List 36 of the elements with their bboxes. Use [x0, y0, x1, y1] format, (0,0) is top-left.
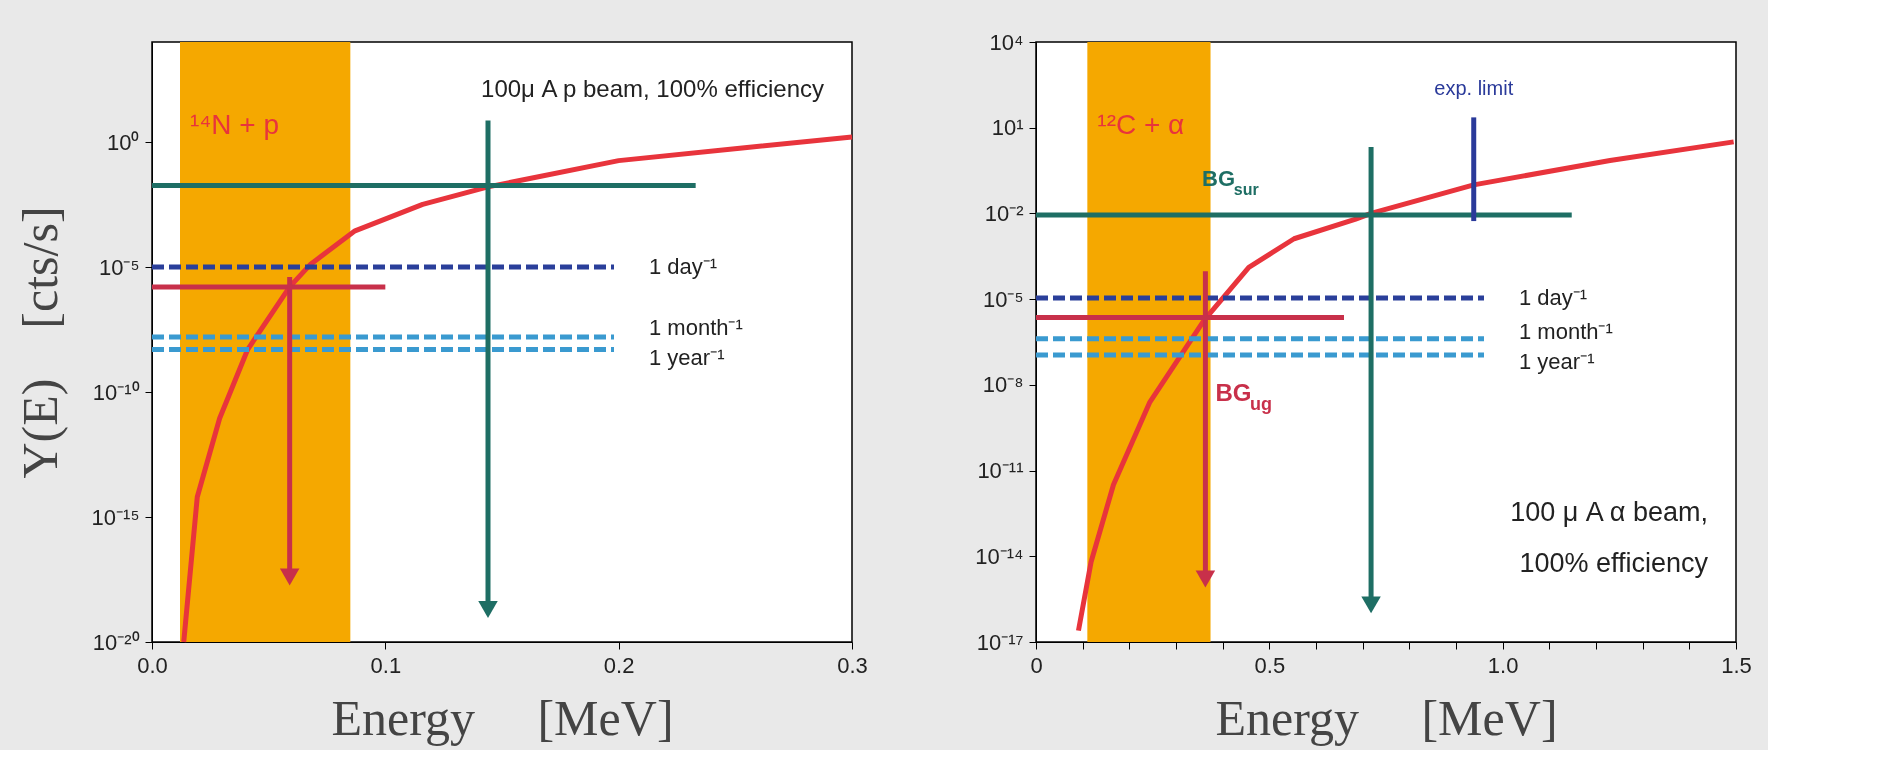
x-tick-label: 1.5 — [1721, 652, 1752, 678]
y-axis-title: Y(E) [cts/s] — [11, 206, 68, 479]
series-label: 1 year⁻¹ — [649, 345, 725, 371]
y-tick-label: 10⁻⁸ — [982, 372, 1024, 398]
text: ¹⁴N + p — [190, 109, 280, 140]
y-tick-label: 10⁻⁵ — [982, 286, 1024, 312]
x-tick-label: 0.5 — [1254, 652, 1286, 678]
series-label: 1 month⁻¹ — [1519, 318, 1613, 344]
y-tick-label: 10⁻¹⁴ — [975, 543, 1024, 569]
y-tick-label: 10⁴ — [989, 29, 1024, 55]
annotation: 100 μ A α beam, — [1510, 497, 1708, 527]
y-tick-label: 10⁻²⁰ — [92, 629, 140, 655]
x-axis-title: Energy [MeV] — [1215, 689, 1558, 746]
x-tick-label: 0.2 — [603, 652, 635, 678]
y-tick-label: 10⁻¹¹ — [977, 458, 1024, 484]
y-tick-label: 10⁻¹⁵ — [91, 504, 140, 530]
x-axis-title: Energy [MeV] — [331, 689, 674, 746]
series-label: exp. limit — [1434, 77, 1514, 100]
y-tick-label: 10¹ — [991, 115, 1024, 141]
annotation: 100% efficiency — [1519, 548, 1709, 578]
series-label: 1 month⁻¹ — [649, 315, 743, 341]
series-label: 1 day⁻¹ — [1519, 284, 1588, 310]
x-tick-label: 0 — [1030, 652, 1043, 678]
y-tick-label: 10⁻¹⁷ — [976, 629, 1024, 655]
y-tick-label: 10⁻¹⁰ — [92, 379, 140, 405]
x-tick-label: 0.3 — [837, 652, 868, 678]
x-tick-label: 0.1 — [370, 652, 402, 678]
y-tick-label: 10⁻² — [984, 200, 1024, 226]
y-tick-label: 10⁻⁵ — [98, 254, 140, 280]
x-tick-label: 0.0 — [137, 652, 168, 678]
text: ¹²C + α — [1097, 109, 1185, 140]
series-label: 1 day⁻¹ — [649, 254, 718, 279]
annotation: 100μ A p beam, 100% efficiency — [481, 75, 824, 102]
x-tick-label: 1.0 — [1487, 652, 1519, 678]
y-tick-label: 10⁰ — [107, 129, 140, 155]
series-label: 1 year⁻¹ — [1519, 348, 1595, 374]
